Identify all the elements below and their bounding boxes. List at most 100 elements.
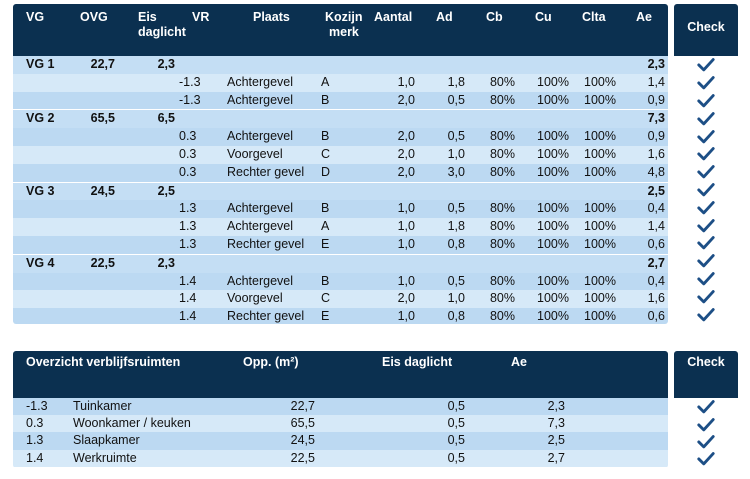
cell-eis: 0,5 <box>447 416 465 431</box>
cell-ae: 0,9 <box>647 129 665 144</box>
cell-cb: 80% <box>489 273 515 288</box>
cell-ad: 3,0 <box>447 164 465 179</box>
check-row <box>674 270 738 288</box>
group-ae: 2,3 <box>647 57 665 71</box>
header-kozijn-line1: Kozijn <box>325 10 363 24</box>
check-row <box>674 56 738 74</box>
cell-aantal: 1,0 <box>397 219 415 234</box>
table-row: 1.3 Achtergevel A 1,0 1,8 80% 100% 100% 1,4 <box>13 218 668 236</box>
cell-ad: 0,5 <box>447 129 465 144</box>
cell-kozijn: A <box>321 74 330 89</box>
cell-ad: 0,5 <box>447 273 465 288</box>
cell-ad: 1,8 <box>447 74 465 89</box>
header-ovg: OVG <box>80 10 108 24</box>
cell-aantal: 2,0 <box>397 146 415 161</box>
check-row <box>674 450 738 468</box>
cell-clta: 100% <box>584 164 616 179</box>
cell-aantal: 2,0 <box>397 92 415 107</box>
cell-vr: 1.3 <box>179 201 197 216</box>
checkmark-icon <box>697 417 715 431</box>
cell-cb: 80% <box>489 129 515 144</box>
header-clta: Clta <box>582 10 606 24</box>
group-vg: VG 1 <box>26 57 55 71</box>
table-row: 1.3 Slaapkamer 24,5 0,5 2,5 <box>13 432 668 450</box>
cell-ae: 0,6 <box>647 309 665 324</box>
cell-plaats: Rechter gevel <box>227 236 305 251</box>
table-2: Overzicht verblijfsruimten Opp. (m²) Eis… <box>13 351 668 468</box>
cell-kozijn: C <box>321 146 331 161</box>
cell-plaats: Achtergevel <box>227 74 294 89</box>
cell-clta: 100% <box>584 273 616 288</box>
header-opp: Opp. (m²) <box>243 355 299 369</box>
cell-cb: 80% <box>489 309 515 324</box>
cell-cb: 80% <box>489 92 515 107</box>
checkmark-icon <box>697 94 715 108</box>
cell-cu: 100% <box>537 219 569 234</box>
cell-kozijn: E <box>321 309 330 324</box>
cell-vr: -1.3 <box>26 399 48 413</box>
cell-ad: 1,8 <box>447 219 465 234</box>
cell-cu: 100% <box>537 74 569 89</box>
cell-cu: 100% <box>537 273 569 288</box>
header-ad: Ad <box>436 10 453 24</box>
cell-room-name: Werkruimte <box>73 450 137 465</box>
cell-aantal: 2,0 <box>397 164 415 179</box>
header-check-2: Check <box>687 355 725 369</box>
header-overzicht: Overzicht verblijfsruimten <box>26 355 181 369</box>
cell-aantal: 1,0 <box>397 236 415 251</box>
checkmark-icon <box>697 400 715 414</box>
cell-kozijn: B <box>321 129 330 144</box>
group-eis: 6,5 <box>157 111 175 126</box>
cell-aantal: 2,0 <box>397 291 415 306</box>
cell-clta: 100% <box>584 309 616 324</box>
cell-opp: 24,5 <box>290 433 315 448</box>
cell-cu: 100% <box>537 92 569 107</box>
table-2-body: -1.3 Tuinkamer 22,7 0,5 2,3 0.3 Woonkamer / ke… <box>13 398 668 467</box>
cell-plaats: Voorgevel <box>227 291 283 306</box>
cell-ae: 2,5 <box>547 433 565 448</box>
checkmark-icon <box>697 254 715 268</box>
header-check: Check <box>687 20 725 34</box>
cell-plaats: Achtergevel <box>227 129 294 144</box>
group-row: VG 2 65,5 6,5 7,3 <box>13 109 668 129</box>
cell-vr: 1.4 <box>179 291 197 306</box>
group-eis: 2,3 <box>157 255 175 270</box>
cell-ad: 0,5 <box>447 201 465 216</box>
cell-ad: 1,0 <box>447 146 465 161</box>
table-1: VG OVG Eis daglicht VR Plaats Kozijn mer… <box>13 4 668 324</box>
group-ovg: 22,5 <box>90 255 115 270</box>
check-row <box>674 145 738 163</box>
header-vg: VG <box>26 10 45 24</box>
group-vg: VG 4 <box>26 255 55 270</box>
checkmark-icon <box>697 129 715 143</box>
check-row <box>674 432 738 450</box>
cell-ae: 7,3 <box>547 416 565 431</box>
cell-cb: 80% <box>489 164 515 179</box>
cell-opp: 22,7 <box>290 399 315 413</box>
cell-kozijn: B <box>321 273 330 288</box>
check-row <box>674 163 738 181</box>
cell-kozijn: B <box>321 201 330 216</box>
cell-vr: 1.4 <box>179 309 197 324</box>
header-aantal: Aantal <box>374 10 413 24</box>
cell-ad: 0,8 <box>447 236 465 251</box>
cell-cb: 80% <box>489 146 515 161</box>
cell-ae: 1,6 <box>647 146 665 161</box>
cell-cu: 100% <box>537 146 569 161</box>
cell-plaats: Voorgevel <box>227 146 283 161</box>
header-eis-daglicht: Eis daglicht <box>382 355 453 369</box>
group-ovg: 22,7 <box>90 57 115 71</box>
cell-aantal: 1,0 <box>397 273 415 288</box>
header-eis-line1: Eis <box>138 10 157 24</box>
header-ae: Ae <box>636 10 652 24</box>
cell-eis: 0,5 <box>447 450 465 465</box>
cell-opp: 22,5 <box>290 450 315 465</box>
cell-cu: 100% <box>537 291 569 306</box>
header-vr: VR <box>192 10 210 24</box>
cell-kozijn: B <box>321 92 330 107</box>
table-1-header: VG OVG Eis daglicht VR Plaats Kozijn mer… <box>13 4 668 56</box>
cell-room-name: Slaapkamer <box>73 433 140 448</box>
table-row: 0.3 Voorgevel C 2,0 1,0 80% 100% 100% 1,6 <box>13 145 668 164</box>
checkmark-icon <box>697 76 715 90</box>
checkmark-icon <box>697 218 715 232</box>
